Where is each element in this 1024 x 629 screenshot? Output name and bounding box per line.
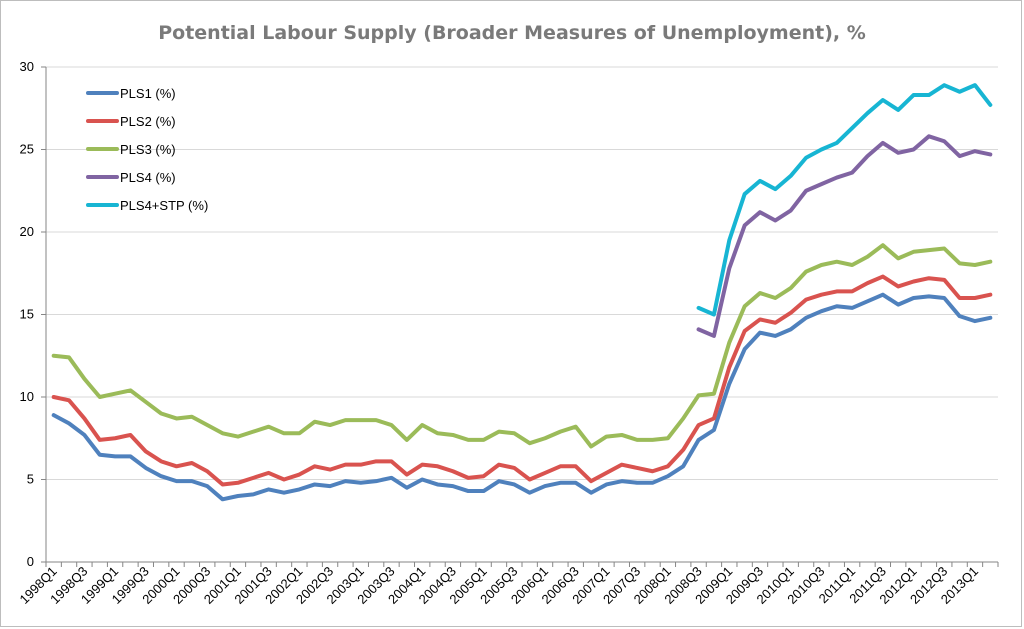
chart-title: Potential Labour Supply (Broader Measure… (158, 22, 866, 44)
series-line (51, 274, 993, 487)
series-lines (51, 83, 993, 502)
legend-label: PLS3 (%) (120, 142, 176, 157)
x-tick-labels: 1998Q11998Q31999Q11999Q32000Q12000Q32001… (16, 564, 981, 607)
legend-label: PLS4+STP (%) (120, 198, 208, 213)
y-tick-label: 25 (20, 142, 34, 157)
y-tick-label: 0 (27, 554, 34, 569)
gridlines (46, 66, 998, 480)
legend-label: PLS1 (%) (120, 86, 176, 101)
legend-label: PLS4 (%) (120, 170, 176, 185)
y-tick-label: 20 (20, 224, 34, 239)
y-tick-label: 10 (20, 389, 34, 404)
series-line (51, 243, 993, 449)
legend: PLS1 (%) PLS2 (%) PLS3 (%) PLS4 (%) PLS4+STP… (86, 86, 208, 213)
axes (41, 66, 999, 567)
legend-label: PLS2 (%) (120, 114, 176, 129)
y-tick-label: 15 (20, 307, 34, 322)
series-line (51, 292, 993, 502)
y-tick-label: 5 (27, 472, 34, 487)
y-tick-labels: 0 5 10 15 20 25 30 (20, 59, 34, 569)
series-line (696, 83, 993, 317)
series-line (696, 134, 993, 338)
y-tick-label: 30 (20, 59, 34, 74)
